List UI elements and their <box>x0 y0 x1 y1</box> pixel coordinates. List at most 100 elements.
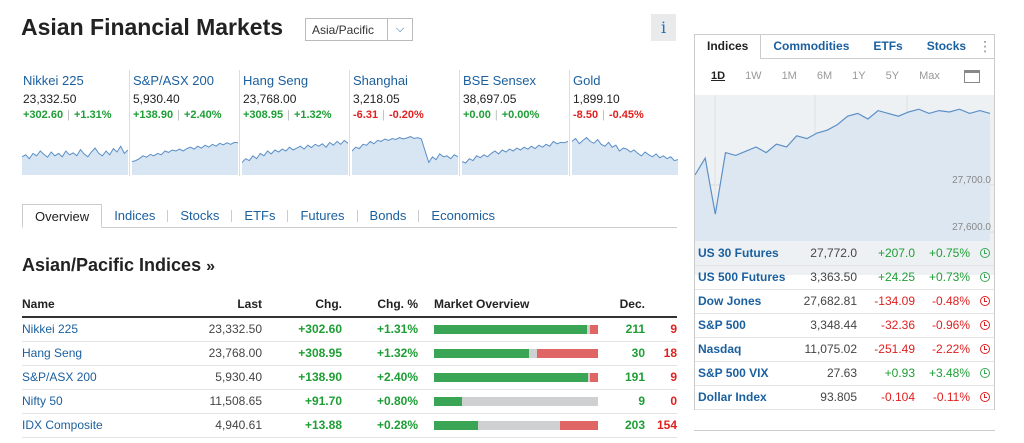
col-header-last[interactable]: Last <box>182 292 262 318</box>
bar-segment-advances <box>434 396 462 406</box>
ticker-sparkline <box>132 141 238 175</box>
col-header-pct[interactable]: Chg. % <box>342 292 418 318</box>
advance-decline-bar <box>434 348 598 358</box>
tab-stocks[interactable]: Stocks <box>180 208 220 223</box>
table-row[interactable]: Hang Seng 23,768.00 +308.95 +1.32% 30 18 <box>22 341 677 366</box>
quote-row[interactable]: S&P 500 3,348.44 -32.36 -0.96% <box>695 313 994 338</box>
row-declines: 9 <box>645 317 677 342</box>
row-name[interactable]: S&P/ASX 200 <box>22 365 182 390</box>
tab-separator <box>167 209 169 222</box>
sparkline-line <box>132 141 238 163</box>
quote-row[interactable]: Nasdaq 11,075.02 -251.49 -2.22% <box>695 337 994 362</box>
bar-segment-declines <box>589 324 598 334</box>
row-declines: 18 <box>645 341 677 366</box>
row-last: 11,508.65 <box>182 389 262 414</box>
quote-name[interactable]: S&P 500 <box>695 313 795 338</box>
region-select[interactable]: Asia/Pacific ⌵ <box>305 18 413 41</box>
tab-etfs[interactable]: ETFs <box>244 208 276 223</box>
row-name[interactable]: Nifty 50 <box>22 389 182 414</box>
table-row[interactable]: Nikkei 225 23,332.50 +302.60 +1.31% 211 9 <box>22 317 677 342</box>
table-row[interactable]: IDX Composite 4,940.61 +13.88 +0.28% 203 154 <box>22 413 677 438</box>
widget-tab-indices[interactable]: Indices <box>695 35 762 59</box>
quote-name[interactable]: S&P 500 VIX <box>695 361 795 386</box>
ticker-card[interactable]: Shanghai 3,218.05 -6.31 | -0.20% <box>352 70 460 176</box>
ticker-card[interactable]: Gold 1,899.10 -8.50 | -0.45% <box>572 70 680 176</box>
ticker-name[interactable]: Hang Seng <box>243 73 309 88</box>
bar-segment-advances <box>434 420 479 430</box>
row-declines: 154 <box>645 413 677 438</box>
table-row[interactable]: Nifty 50 11,508.65 +91.70 +0.80% 9 0 <box>22 389 677 414</box>
quote-price: 27.63 <box>795 361 857 386</box>
row-chg: +138.90 <box>262 365 342 390</box>
range-max[interactable]: Max <box>919 70 940 82</box>
bar-segment-unchanged <box>529 348 538 358</box>
ticker-card[interactable]: Nikkei 225 23,332.50 +302.60 | +1.31% <box>22 70 130 176</box>
range-1y[interactable]: 1Y <box>852 70 866 82</box>
ticker-change-abs: +138.90 <box>133 109 174 121</box>
quote-name[interactable]: Dow Jones <box>695 289 795 314</box>
bar-segment-unchanged <box>461 396 598 406</box>
kebab-menu-icon[interactable]: ⋮ <box>978 38 993 54</box>
ticker-name[interactable]: S&P/ASX 200 <box>133 73 214 88</box>
quote-pct: -0.48% <box>915 289 970 314</box>
range-6m[interactable]: 6M <box>816 70 833 82</box>
widget-tab-stocks[interactable]: Stocks <box>926 39 967 53</box>
tab-bonds[interactable]: Bonds <box>369 208 407 223</box>
section-title[interactable]: Asian/Pacific Indices » <box>22 255 215 276</box>
ticker-name[interactable]: BSE Sensex <box>463 73 536 88</box>
row-name[interactable]: IDX Composite <box>22 413 182 438</box>
col-header-name[interactable]: Name <box>22 292 182 318</box>
quote-row[interactable]: Dollar Index 93.805 -0.104 -0.11% <box>695 385 994 410</box>
clock-icon <box>980 320 990 330</box>
col-header-chg[interactable]: Chg. <box>262 292 342 318</box>
row-advances: 191 <box>600 365 645 390</box>
bar-segment-advances <box>434 372 589 382</box>
quote-row[interactable]: US 30 Futures 27,772.0 +207.0 +0.75% <box>695 241 994 266</box>
row-name[interactable]: Hang Seng <box>22 341 182 366</box>
tab-indices[interactable]: Indices <box>114 208 156 223</box>
widget-tab-commodities[interactable]: Commodities <box>773 39 850 53</box>
chart-area <box>695 109 990 241</box>
quote-name[interactable]: US 30 Futures <box>695 241 795 266</box>
ticker-card[interactable]: Hang Seng 23,768.00 +308.95 | +1.32% <box>242 70 350 176</box>
tab-economics[interactable]: Economics <box>431 208 495 223</box>
range-1m[interactable]: 1M <box>781 70 797 82</box>
chevron-right-icon[interactable]: » <box>206 258 215 275</box>
range-1d[interactable]: 1D <box>711 70 726 82</box>
sparkline-area <box>572 137 678 175</box>
expand-chart-icon[interactable] <box>963 69 980 83</box>
ticker-change-pct: +1.31% <box>73 109 112 121</box>
ticker-name[interactable]: Shanghai <box>353 73 408 88</box>
widget-tabs: Indices Commodities ETFs Stocks ⋮ <box>695 35 994 59</box>
ticker-change-sep: | <box>494 109 498 121</box>
row-name[interactable]: Nikkei 225 <box>22 317 182 342</box>
row-pct: +1.31% <box>342 317 418 342</box>
sparkline-line <box>242 139 348 163</box>
quote-status <box>970 385 994 410</box>
range-1w[interactable]: 1W <box>745 70 762 82</box>
sparkline-line <box>572 136 678 162</box>
tab-futures[interactable]: Futures <box>300 208 345 223</box>
ticker-name[interactable]: Nikkei 225 <box>23 73 84 88</box>
col-header-dec: Dec. <box>600 292 645 318</box>
section-title-text[interactable]: Asian/Pacific Indices <box>22 255 202 275</box>
info-icon[interactable]: i <box>651 14 676 41</box>
widget-tab-etfs[interactable]: ETFs <box>873 39 903 53</box>
quote-name[interactable]: US 500 Futures <box>695 265 795 290</box>
quote-row[interactable]: S&P 500 VIX 27.63 +0.93 +3.48% <box>695 361 994 386</box>
range-5y[interactable]: 5Y <box>885 70 900 82</box>
ticker-price: 38,697.05 <box>463 92 517 106</box>
table-row[interactable]: S&P/ASX 200 5,930.40 +138.90 +2.40% 191 9 <box>22 365 677 390</box>
ticker-name[interactable]: Gold <box>573 73 601 88</box>
ticker-card[interactable]: BSE Sensex 38,697.05 +0.00 | +0.00% <box>462 70 570 176</box>
quote-name[interactable]: Nasdaq <box>695 337 795 362</box>
quote-row[interactable]: Dow Jones 27,682.81 -134.09 -0.48% <box>695 289 994 314</box>
quote-row[interactable]: US 500 Futures 3,363.50 +24.25 +0.73% <box>695 265 994 290</box>
bar-segment-unchanged <box>586 324 590 334</box>
ticker-card[interactable]: S&P/ASX 200 5,930.40 +138.90 | +2.40% <box>132 70 240 176</box>
chevron-down-icon[interactable]: ⌵ <box>387 19 412 40</box>
quote-name[interactable]: Dollar Index <box>695 385 795 410</box>
bar-segment-unchanged <box>478 420 561 430</box>
tab-overview[interactable]: Overview <box>22 204 103 228</box>
quote-price: 93.805 <box>795 385 857 410</box>
